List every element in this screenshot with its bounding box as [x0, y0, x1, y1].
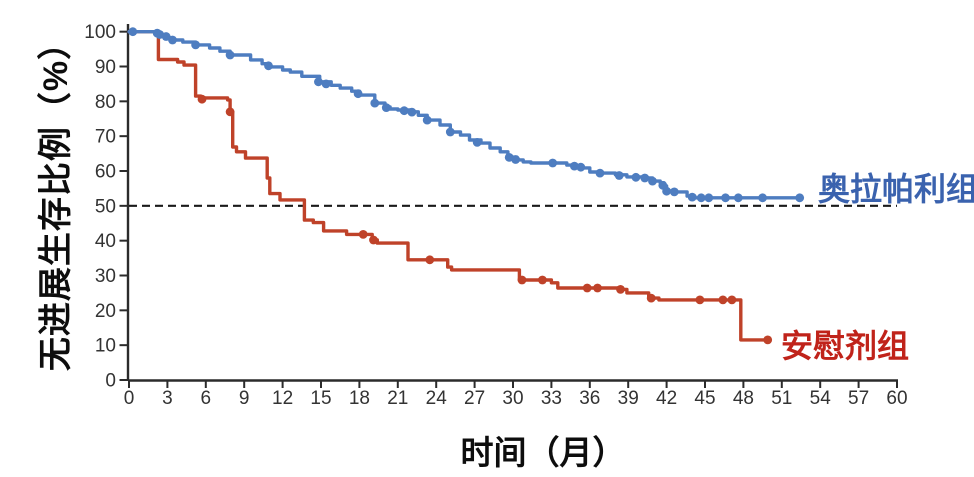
olaparib-curve-marker — [353, 89, 363, 99]
placebo-curve-marker — [593, 283, 602, 293]
placebo-curve-marker — [727, 295, 737, 305]
x-tick-label: 27 — [464, 388, 485, 409]
x-tick-label: 54 — [810, 388, 832, 409]
olaparib-curve-marker — [225, 50, 235, 60]
placebo-curve — [127, 30, 770, 342]
olaparib-curve-marker — [407, 107, 417, 117]
x-tick-label: 39 — [618, 388, 639, 409]
olaparib-series-label: 奥拉帕利组 — [818, 171, 974, 207]
olaparib-curve-marker — [733, 193, 743, 203]
y-tick-label: 80 — [95, 92, 116, 113]
placebo-curve-marker — [718, 295, 728, 305]
olaparib-curve-marker — [795, 193, 805, 203]
placebo-curve-marker — [646, 293, 656, 303]
placebo-curve-marker — [517, 275, 527, 285]
x-axis-title: 时间（月） — [460, 434, 626, 471]
x-tick-label: 36 — [579, 388, 600, 409]
placebo-series-label: 安慰剂组 — [781, 328, 910, 364]
x-tick-label: 42 — [656, 388, 677, 409]
olaparib-curve-marker — [595, 168, 605, 178]
olaparib-curve-marker — [168, 35, 177, 45]
placebo-curve-marker — [616, 285, 625, 294]
y-tick-label: 0 — [105, 371, 116, 392]
x-tick-label: 33 — [541, 388, 562, 409]
y-tick-label: 60 — [95, 162, 116, 183]
olaparib-curve-marker — [264, 61, 273, 71]
x-tick-label: 51 — [771, 388, 792, 409]
y-tick-label: 10 — [95, 336, 116, 357]
olaparib-curve-marker — [662, 186, 671, 196]
x-tick-label: 45 — [694, 388, 715, 409]
x-tick-label: 21 — [387, 388, 408, 409]
olaparib-curve-marker — [370, 98, 380, 108]
y-tick-label: 90 — [95, 57, 116, 78]
placebo-curve-marker — [695, 295, 705, 305]
olaparib-curve-marker — [548, 158, 558, 168]
olaparib-curve-marker — [472, 138, 482, 147]
x-tick-label: 30 — [502, 388, 523, 409]
olaparib-curve-marker — [669, 187, 679, 197]
x-tick-label: 18 — [349, 388, 370, 409]
y-tick-label: 20 — [95, 301, 116, 322]
olaparib-curve-marker — [631, 172, 641, 182]
x-tick-label: 9 — [239, 388, 250, 409]
x-tick-label: 60 — [886, 388, 907, 409]
y-tick-label: 50 — [95, 196, 116, 217]
olaparib-curve-marker — [696, 193, 706, 203]
x-tick-label: 3 — [162, 388, 173, 409]
x-tick-label: 48 — [733, 388, 754, 409]
olaparib-curve-marker — [191, 40, 201, 50]
olaparib-curve-marker — [399, 106, 409, 116]
y-tick-label: 70 — [95, 127, 116, 148]
placebo-curve-marker — [197, 94, 207, 104]
olaparib-curve-marker — [381, 103, 391, 112]
olaparib-curve-marker — [422, 115, 432, 125]
olaparib-curve-marker — [687, 192, 697, 202]
y-tick-label: 40 — [95, 231, 116, 252]
placebo-curve-marker — [538, 275, 547, 285]
olaparib-curve-marker — [721, 193, 730, 203]
olaparib-curve-marker — [640, 173, 650, 183]
placebo-curve-marker — [582, 283, 592, 293]
olaparib-curve-marker — [314, 77, 323, 87]
x-tick-label: 57 — [848, 388, 869, 409]
olaparib-curve-marker — [511, 155, 520, 164]
x-tick-label: 12 — [272, 388, 293, 409]
y-tick-label: 100 — [84, 22, 116, 43]
olaparib-curve-marker — [321, 79, 331, 89]
y-axis-title: 无进展生存比例（%） — [37, 24, 75, 372]
olaparib-curve-marker — [614, 171, 624, 180]
x-tick-label: 0 — [124, 388, 135, 409]
olaparib-curve-marker — [576, 162, 586, 172]
olaparib-curve-marker — [704, 193, 714, 203]
olaparib-curve-marker — [128, 27, 138, 37]
placebo-curve-marker — [763, 335, 773, 345]
olaparib-curve-marker — [648, 176, 657, 186]
placebo-curve-marker — [225, 107, 235, 117]
placebo-curve-marker — [425, 255, 435, 265]
x-tick-label: 15 — [310, 388, 331, 409]
x-tick-label: 6 — [201, 388, 212, 409]
x-tick-label: 24 — [426, 388, 448, 409]
olaparib-curve-marker — [758, 193, 767, 203]
y-tick-label: 30 — [95, 266, 116, 287]
placebo-curve-marker — [358, 230, 368, 239]
placebo-curve-marker — [369, 235, 378, 245]
olaparib-curve-marker — [445, 127, 455, 137]
